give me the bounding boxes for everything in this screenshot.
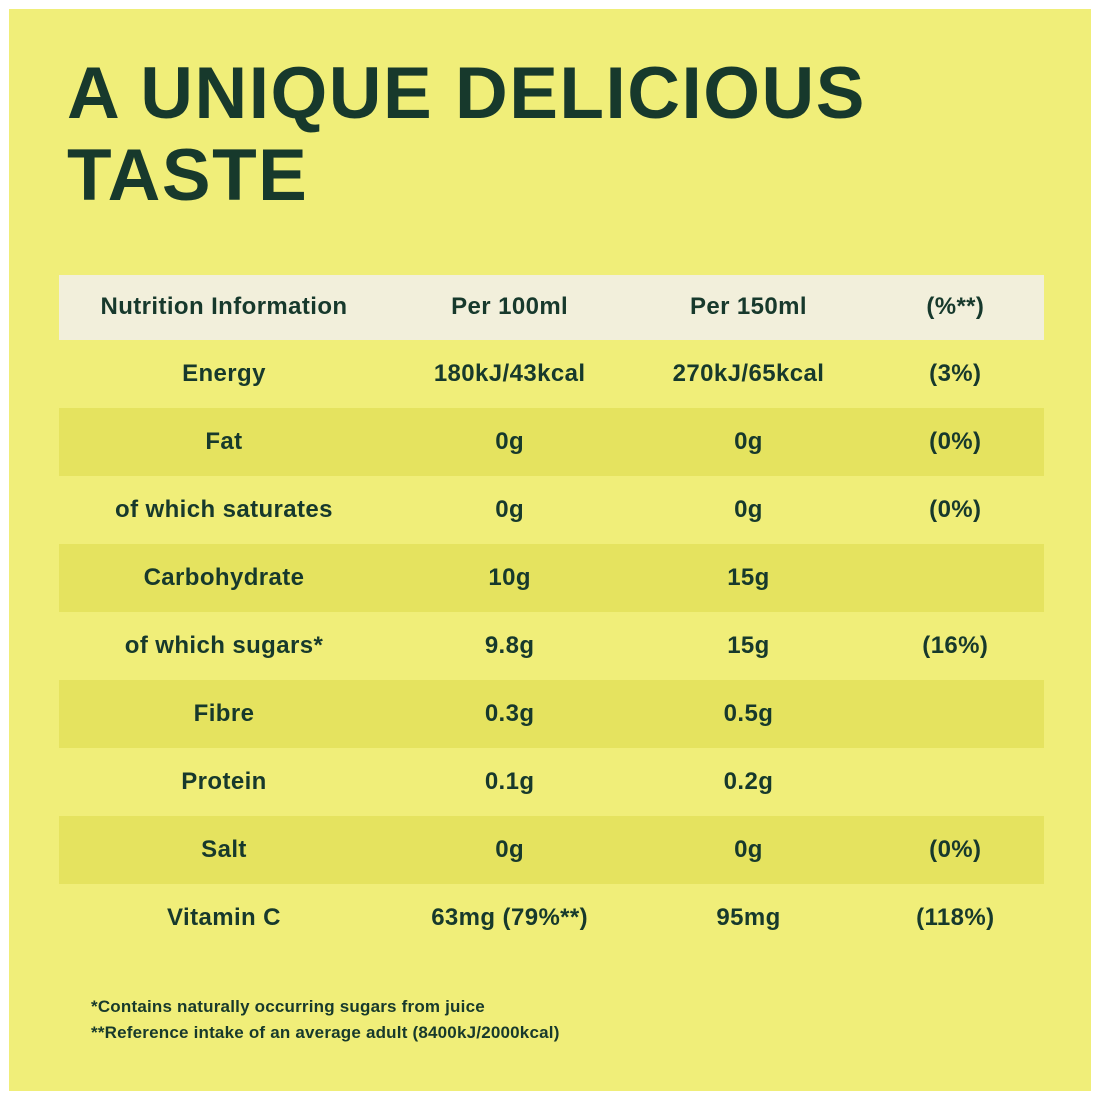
footnote-reference-intake: **Reference intake of an average adult (… [91,1023,560,1043]
table-row: Carbohydrate 10g 15g [59,543,1044,612]
table-cell-percent-ri: (0%) [929,427,982,455]
table-cell-per-150ml: 0.2g [723,767,774,795]
table-cell-per-150ml: 0g [734,835,763,863]
footnote-sugars: *Contains naturally occurring sugars fro… [91,996,485,1016]
table-cell-label: of which sugars* [124,631,324,659]
nutrition-table: Nutrition Information Per 100ml Per 150m… [59,274,1044,952]
table-cell-per-150ml: 0g [734,427,763,455]
table-cell-label: Fibre [193,699,255,727]
table-cell-percent-ri [867,544,1044,612]
table-row: Salt 0g 0g (0%) [59,815,1044,884]
table-cell-per-100ml: 0g [495,495,525,523]
table-cell-label: Fat [205,427,243,455]
table-cell-per-150ml: 95mg [716,903,781,931]
table-cell-label: Salt [201,835,247,863]
table-row: Fibre 0.3g 0.5g [59,679,1044,748]
table-cell-label: Protein [181,767,267,795]
header-per-100ml: Per 100ml [451,293,569,320]
table-cell-percent-ri [867,748,1044,816]
page-title: A UNIQUE DELICIOUS TASTE [67,53,1043,217]
nutrition-table-body: Energy 180kJ/43kcal 270kJ/65kcal (3%) Fat 0g 0… [59,340,1044,952]
table-cell-label: Carbohydrate [143,563,305,591]
table-row: of which saturates 0g 0g (0%) [59,476,1044,544]
table-row: Vitamin C 63mg (79%**) 95mg (118%) [59,884,1044,952]
table-header-row: Nutrition Information Per 100ml Per 150m… [59,274,1044,340]
table-cell-per-100ml: 0g [495,427,525,455]
table-cell-per-100ml: 180kJ/43kcal [433,359,586,387]
table-cell-percent-ri [867,680,1044,748]
table-cell-per-100ml: 0g [495,835,525,863]
title-line-1: A UNIQUE DELICIOUS [67,53,866,134]
table-cell-per-100ml: 63mg (79%**) [431,903,589,931]
header-per-150ml: Per 150ml [689,293,807,320]
table-row: Fat 0g 0g (0%) [59,407,1044,476]
title-line-2: TASTE [67,134,309,216]
table-cell-per-100ml: 0.1g [484,767,535,795]
table-row: Energy 180kJ/43kcal 270kJ/65kcal (3%) [59,340,1044,408]
table-cell-per-150ml: 15g [727,631,770,659]
table-cell-label: Vitamin C [167,903,281,931]
header-percent-ri: (%**) [926,293,985,320]
header-nutrition-information: Nutrition Information [100,293,348,320]
footnotes: *Contains naturally occurring sugars fro… [91,994,1043,1048]
table-cell-label: Energy [182,359,266,387]
table-row: of which sugars* 9.8g 15g (16%) [59,612,1044,680]
nutrition-panel: A UNIQUE DELICIOUS TASTE Nutrition Infor… [9,9,1091,1091]
table-cell-percent-ri: (16%) [922,631,989,659]
table-row: Protein 0.1g 0.2g [59,748,1044,816]
table-cell-per-150ml: 270kJ/65kcal [672,359,825,387]
table-cell-per-100ml: 0.3g [484,699,535,727]
table-cell-per-150ml: 0g [734,495,763,523]
table-cell-percent-ri: (0%) [929,495,982,523]
table-cell-per-100ml: 10g [488,563,531,591]
table-cell-per-150ml: 15g [727,563,770,591]
table-cell-per-150ml: 0.5g [723,699,774,727]
table-cell-percent-ri: (3%) [929,359,982,387]
table-cell-percent-ri: (118%) [916,903,995,931]
table-cell-per-100ml: 9.8g [484,631,535,659]
table-cell-label: of which saturates [115,495,333,523]
table-cell-percent-ri: (0%) [929,835,982,863]
